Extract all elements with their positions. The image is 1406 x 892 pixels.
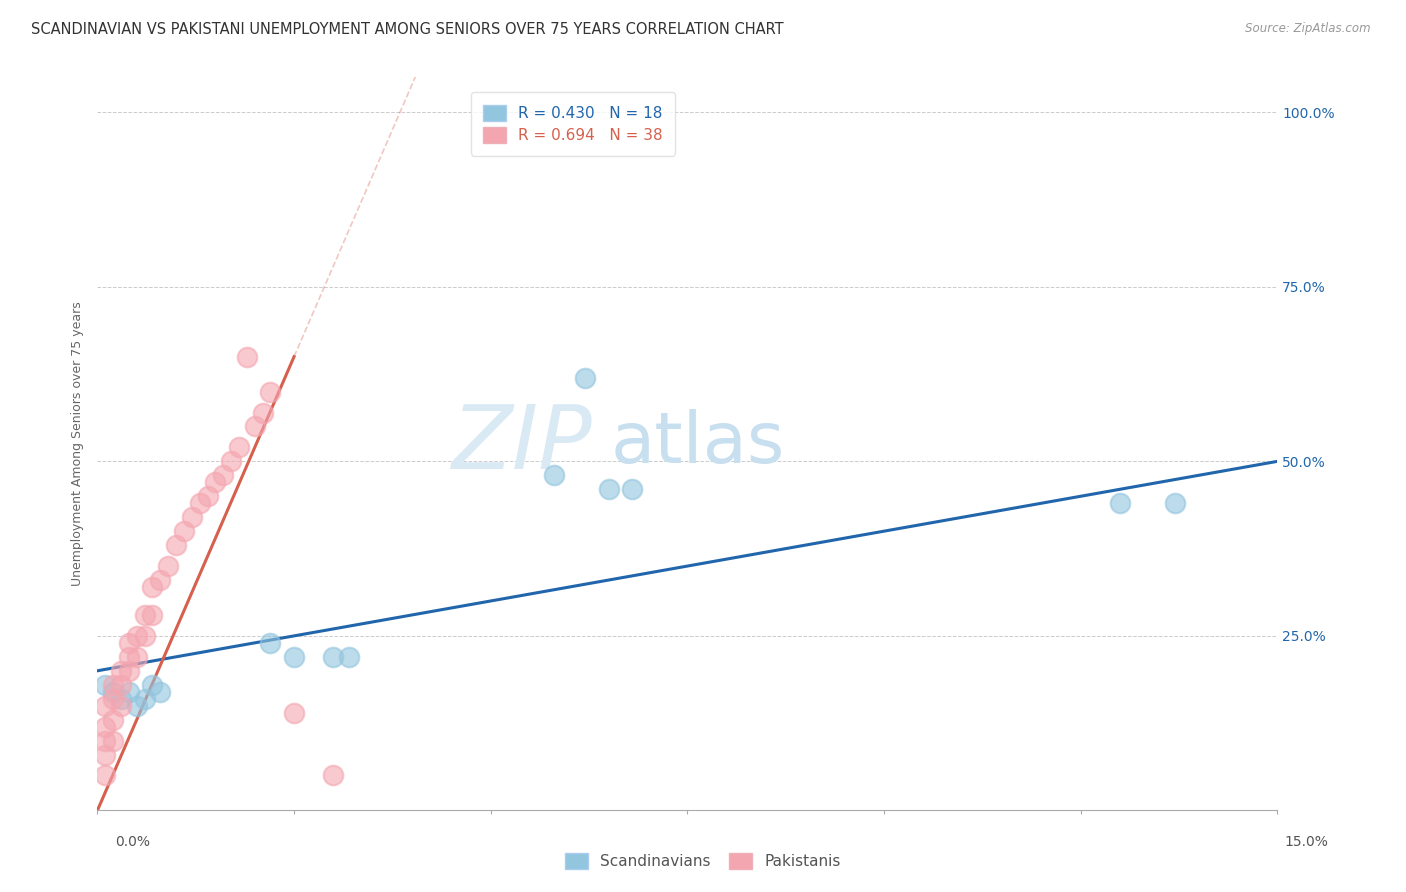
Point [283, 649, 305, 664]
Point [125, 629, 148, 643]
Point [101, 733, 124, 747]
Point [125, 698, 148, 713]
Point [259, 636, 281, 650]
Text: SCANDINAVIAN VS PAKISTANI UNEMPLOYMENT AMONG SENIORS OVER 75 YEARS CORRELATION C: SCANDINAVIAN VS PAKISTANI UNEMPLOYMENT A… [31, 22, 783, 37]
Point [101, 684, 124, 698]
Point [621, 483, 644, 497]
Point [188, 496, 211, 510]
Point [118, 684, 141, 698]
Point [101, 713, 124, 727]
Point [252, 405, 274, 419]
Text: ZIP: ZIP [453, 401, 593, 487]
Point [283, 706, 305, 720]
Point [197, 489, 219, 503]
Point [574, 370, 596, 384]
Point [173, 524, 195, 538]
Point [134, 629, 156, 643]
Point [141, 580, 163, 594]
Point [101, 691, 124, 706]
Point [149, 573, 172, 587]
Point [149, 684, 172, 698]
Point [141, 607, 163, 622]
Point [1109, 496, 1132, 510]
Point [543, 468, 565, 483]
Point [1164, 496, 1187, 510]
Point [219, 454, 242, 468]
Point [118, 649, 141, 664]
Point [94, 733, 117, 747]
Y-axis label: Unemployment Among Seniors over 75 years: Unemployment Among Seniors over 75 years [72, 301, 84, 586]
Text: Source: ZipAtlas.com: Source: ZipAtlas.com [1246, 22, 1371, 36]
Point [141, 678, 163, 692]
Point [94, 698, 117, 713]
Point [94, 720, 117, 734]
Point [110, 698, 132, 713]
Point [180, 510, 202, 524]
Point [118, 636, 141, 650]
Point [125, 649, 148, 664]
Point [110, 664, 132, 678]
Point [204, 475, 226, 490]
Point [94, 747, 117, 762]
Legend: Scandinavians, Pakistanis: Scandinavians, Pakistanis [560, 847, 846, 875]
Point [228, 441, 250, 455]
Point [101, 678, 124, 692]
Text: 0.0%: 0.0% [115, 835, 150, 849]
Text: 15.0%: 15.0% [1285, 835, 1329, 849]
Point [243, 419, 266, 434]
Point [94, 768, 117, 782]
Legend: R = 0.430   N = 18, R = 0.694   N = 38: R = 0.430 N = 18, R = 0.694 N = 38 [471, 93, 675, 155]
Point [134, 607, 156, 622]
Point [598, 483, 620, 497]
Point [134, 691, 156, 706]
Point [110, 678, 132, 692]
Point [337, 649, 360, 664]
Point [110, 691, 132, 706]
Point [165, 538, 187, 552]
Point [322, 649, 344, 664]
Point [157, 559, 180, 574]
Point [94, 678, 117, 692]
Point [322, 768, 344, 782]
Point [259, 384, 281, 399]
Point [212, 468, 235, 483]
Point [118, 664, 141, 678]
Text: atlas: atlas [610, 409, 785, 478]
Point [236, 350, 259, 364]
